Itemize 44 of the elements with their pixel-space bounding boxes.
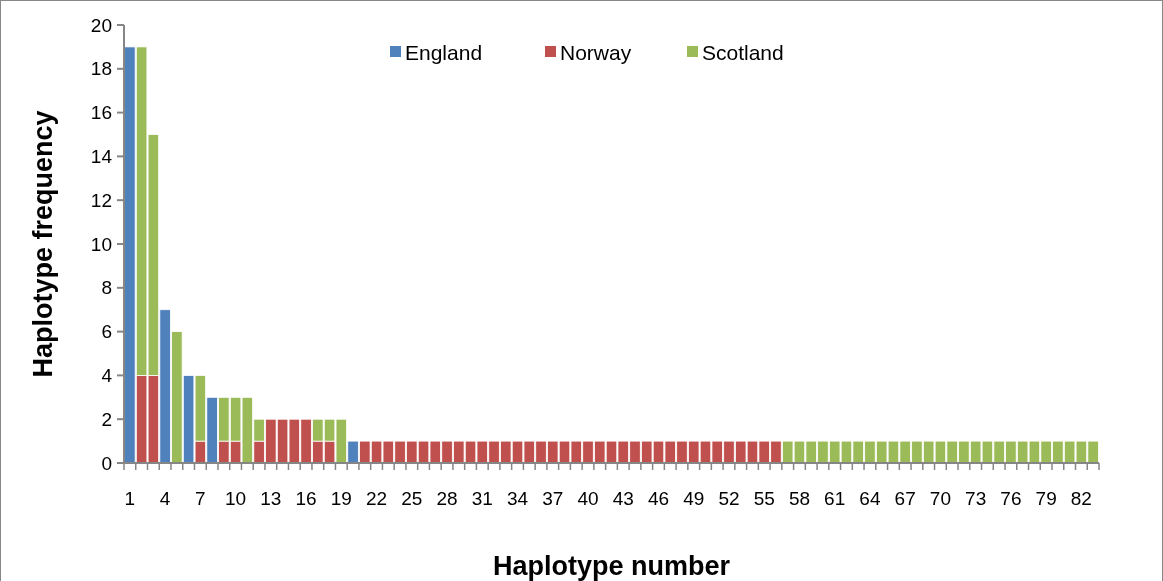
x-tick-label: 31 (471, 488, 493, 509)
y-tick-label: 8 (101, 277, 112, 299)
legend-label: England (405, 41, 483, 65)
x-tick-label: 7 (195, 488, 206, 509)
x-axis-title: Haplotype number (492, 551, 731, 581)
y-tick-label: 10 (90, 233, 112, 255)
x-tick-label: 49 (683, 488, 705, 509)
y-tick-label: 4 (101, 365, 113, 387)
legend-label: Norway (560, 41, 632, 65)
x-tick-label: 58 (788, 488, 811, 509)
x-tick-label: 70 (929, 488, 951, 509)
y-tick-label: 0 (101, 452, 112, 474)
legend-label: Scotland (702, 41, 784, 65)
y-tick-label: 16 (90, 102, 112, 124)
x-tick-label: 46 (647, 488, 670, 509)
x-tick-label: 82 (1070, 488, 1092, 509)
x-tick-label: 61 (824, 488, 846, 509)
y-axis-title: Haplotype frequency (28, 110, 58, 378)
x-tick-label: 37 (542, 488, 564, 509)
x-tick-label: 4 (159, 488, 171, 509)
x-tick-label: 79 (1035, 488, 1057, 509)
y-tick-label: 6 (101, 321, 112, 343)
x-tick-label: 22 (365, 488, 388, 509)
x-tick-label: 25 (401, 488, 423, 509)
x-tick-label: 64 (859, 488, 881, 509)
x-tick-label: 73 (965, 488, 987, 509)
x-tick-label: 16 (295, 488, 317, 509)
x-tick-label: 10 (225, 488, 247, 509)
y-tick-label: 14 (90, 146, 113, 168)
x-tick-label: 19 (330, 488, 352, 509)
y-tick-label: 12 (90, 189, 112, 211)
x-tick-label: 40 (577, 488, 599, 509)
x-tick-label: 28 (436, 488, 458, 509)
x-tick-label: 76 (1000, 488, 1022, 509)
x-tick-label: 13 (260, 488, 282, 509)
y-tick-label: 20 (90, 14, 112, 36)
x-tick-label: 52 (718, 488, 740, 509)
x-tick-label: 43 (612, 488, 634, 509)
x-tick-label: 1 (124, 488, 136, 509)
y-tick-label: 18 (90, 58, 112, 80)
y-tick-label: 2 (101, 408, 112, 430)
x-tick-label: 55 (753, 488, 775, 509)
x-tick-label: 34 (506, 488, 529, 509)
x-tick-label: 67 (894, 488, 916, 509)
